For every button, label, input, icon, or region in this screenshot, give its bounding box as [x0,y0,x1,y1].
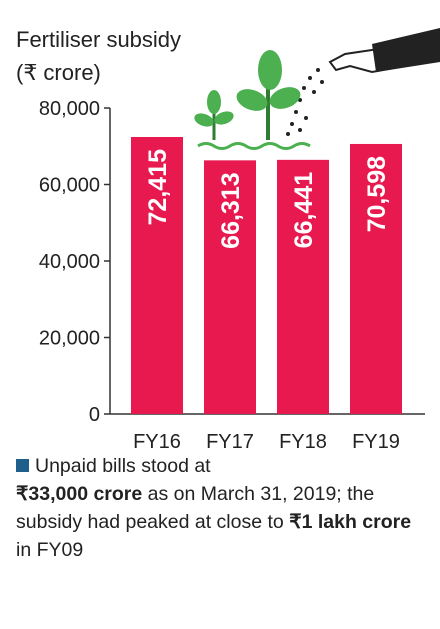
x-tick-label: FY19 [352,431,400,450]
bar-layer [131,137,402,414]
note-text: Unpaid bills stood at ₹33,000 crore as on… [16,452,431,564]
bar [277,159,329,414]
bar-chart: Fertiliser subsidy (₹ crore) [16,27,440,450]
note-text-3: in FY09 [16,539,84,561]
hand-sprinkling-icon [286,28,440,136]
bar [131,137,183,414]
plant-icon [236,50,301,140]
bar-value-label: 66,441 [290,172,318,249]
bar-value-label: 66,313 [217,172,245,248]
bar-value-label: 72,415 [144,149,172,226]
bar [350,143,402,414]
y-tick-label: 60,000 [39,175,100,197]
axis-layer: 0 20,000 40,000 60,000 80,000 [39,98,425,426]
grass-line [197,142,311,150]
bar [204,160,256,414]
note-bold-1: ₹33,000 crore [16,483,143,505]
note-swatch-icon [16,459,29,472]
y-tick-label: 80,000 [39,98,100,120]
chart-title: Fertiliser subsidy [16,27,181,52]
illustration [194,28,440,150]
y-tick-label: 20,000 [39,328,100,350]
x-tick-label: FY16 [133,431,181,450]
seedling-icon [194,90,234,140]
y-tick-label: 40,000 [39,251,100,273]
label-layer: FY16 72,415 FY17 66,313 FY18 66,441 FY19 70,598 [133,149,400,450]
x-tick-label: FY17 [206,431,254,450]
note-bold-2: ₹1 lakh crore [289,511,412,533]
chart-subtitle: (₹ crore) [16,60,101,85]
note-text-2: as on March 31, 2019; the subsidy had pe… [16,483,375,533]
note-text-1: Unpaid bills stood at [35,455,211,477]
x-tick-label: FY18 [279,431,327,450]
y-tick-label: 0 [89,404,100,426]
bar-value-label: 70,598 [363,156,391,233]
